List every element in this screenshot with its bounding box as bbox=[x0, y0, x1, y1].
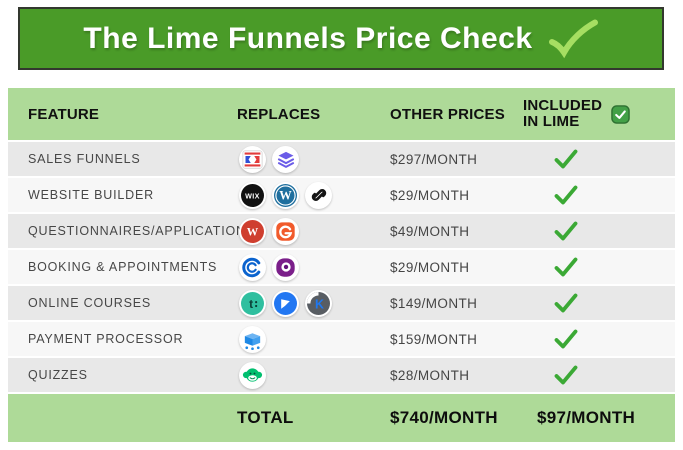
clickfunnels-icon bbox=[239, 145, 266, 173]
svg-text:t: t bbox=[249, 296, 253, 310]
svg-text:WIX: WIX bbox=[245, 192, 260, 200]
replaces-icons: WIX W bbox=[237, 181, 390, 209]
table-row: BOOKING & APPOINTMENTS $29/MONTH bbox=[8, 250, 675, 284]
kartra-icon: K bbox=[305, 289, 332, 317]
table-header-row: FEATURE REPLACES OTHER PRICES INCLUDED I… bbox=[8, 88, 675, 140]
feature-label: BOOKING & APPOINTMENTS bbox=[28, 260, 218, 274]
samcart-icon bbox=[239, 325, 266, 353]
wufoo-icon: W bbox=[239, 217, 266, 245]
feature-label: PAYMENT PROCESSOR bbox=[28, 332, 184, 346]
included-check-icon bbox=[523, 365, 675, 385]
squarespace-icon bbox=[305, 181, 332, 209]
table-row: SALES FUNNELS $297/MONTH bbox=[8, 142, 675, 176]
wordpress-icon: W bbox=[272, 181, 299, 209]
included-check-icon bbox=[523, 329, 675, 349]
column-header-replaces: REPLACES bbox=[237, 105, 321, 123]
lime-total: $97/MONTH bbox=[537, 408, 636, 427]
replaces-icons bbox=[237, 145, 390, 173]
other-price-value: $297/MONTH bbox=[390, 151, 478, 167]
column-header-other-prices: OTHER PRICES bbox=[390, 105, 505, 123]
table-row: QUIZZES $28/MONTH bbox=[8, 358, 675, 392]
replaces-icons bbox=[237, 253, 390, 281]
other-price-value: $159/MONTH bbox=[390, 331, 478, 347]
column-header-included-in-lime: INCLUDED IN LIME bbox=[523, 96, 675, 130]
other-price-value: $49/MONTH bbox=[390, 223, 470, 239]
included-check-icon bbox=[523, 149, 675, 169]
page-title: The Lime Funnels Price Check bbox=[83, 21, 533, 55]
table-row: PAYMENT PROCESSOR $159/MONTH bbox=[8, 322, 675, 356]
included-in-lime-label: INCLUDED IN LIME bbox=[523, 96, 603, 130]
other-price-value: $28/MONTH bbox=[390, 367, 470, 383]
included-check-icon bbox=[523, 257, 675, 277]
replaces-icons: W bbox=[237, 217, 390, 245]
teachable-icon: t bbox=[239, 289, 266, 317]
other-prices-total: $740/MONTH bbox=[390, 408, 498, 427]
other-price-value: $29/MONTH bbox=[390, 259, 470, 275]
table-row: WEBSITE BUILDER WIX W $29/MONTH bbox=[8, 178, 675, 212]
svg-text:K: K bbox=[315, 297, 324, 311]
total-row: TOTAL $740/MONTH $97/MONTH bbox=[8, 394, 675, 442]
table-body: SALES FUNNELS $297/MONTH WEBSITE BUILDER WI… bbox=[8, 142, 675, 392]
included-check-icon bbox=[523, 185, 675, 205]
feature-label: QUESTIONNAIRES/APPLICATION bbox=[28, 224, 246, 238]
other-price-value: $29/MONTH bbox=[390, 187, 470, 203]
surveymonkey-icon bbox=[239, 361, 266, 389]
other-price-value: $149/MONTH bbox=[390, 295, 478, 311]
check-icon bbox=[547, 19, 599, 59]
calendly-icon bbox=[239, 253, 266, 281]
replaces-icons bbox=[237, 325, 390, 353]
feature-label: ONLINE COURSES bbox=[28, 296, 152, 310]
layers-icon bbox=[272, 145, 299, 173]
title-banner: The Lime Funnels Price Check bbox=[18, 7, 664, 70]
feature-label: SALES FUNNELS bbox=[28, 152, 141, 166]
price-table: FEATURE REPLACES OTHER PRICES INCLUDED I… bbox=[8, 88, 675, 442]
total-label: TOTAL bbox=[237, 408, 294, 427]
kajabi-icon bbox=[272, 289, 299, 317]
table-row: QUESTIONNAIRES/APPLICATION W $49/MONTH bbox=[8, 214, 675, 248]
table-row: ONLINE COURSES t K $149/MONTH bbox=[8, 286, 675, 320]
svg-text:W: W bbox=[279, 188, 292, 202]
column-header-feature: FEATURE bbox=[28, 105, 100, 123]
acuity-icon bbox=[272, 253, 299, 281]
feature-label: WEBSITE BUILDER bbox=[28, 188, 154, 202]
wix-icon: WIX bbox=[239, 181, 266, 209]
svg-text:W: W bbox=[247, 226, 259, 238]
included-check-icon bbox=[523, 293, 675, 313]
checkbox-icon bbox=[611, 104, 630, 124]
feature-label: QUIZZES bbox=[28, 368, 88, 382]
gravityforms-icon bbox=[272, 217, 299, 245]
replaces-icons bbox=[237, 361, 390, 389]
included-check-icon bbox=[523, 221, 675, 241]
